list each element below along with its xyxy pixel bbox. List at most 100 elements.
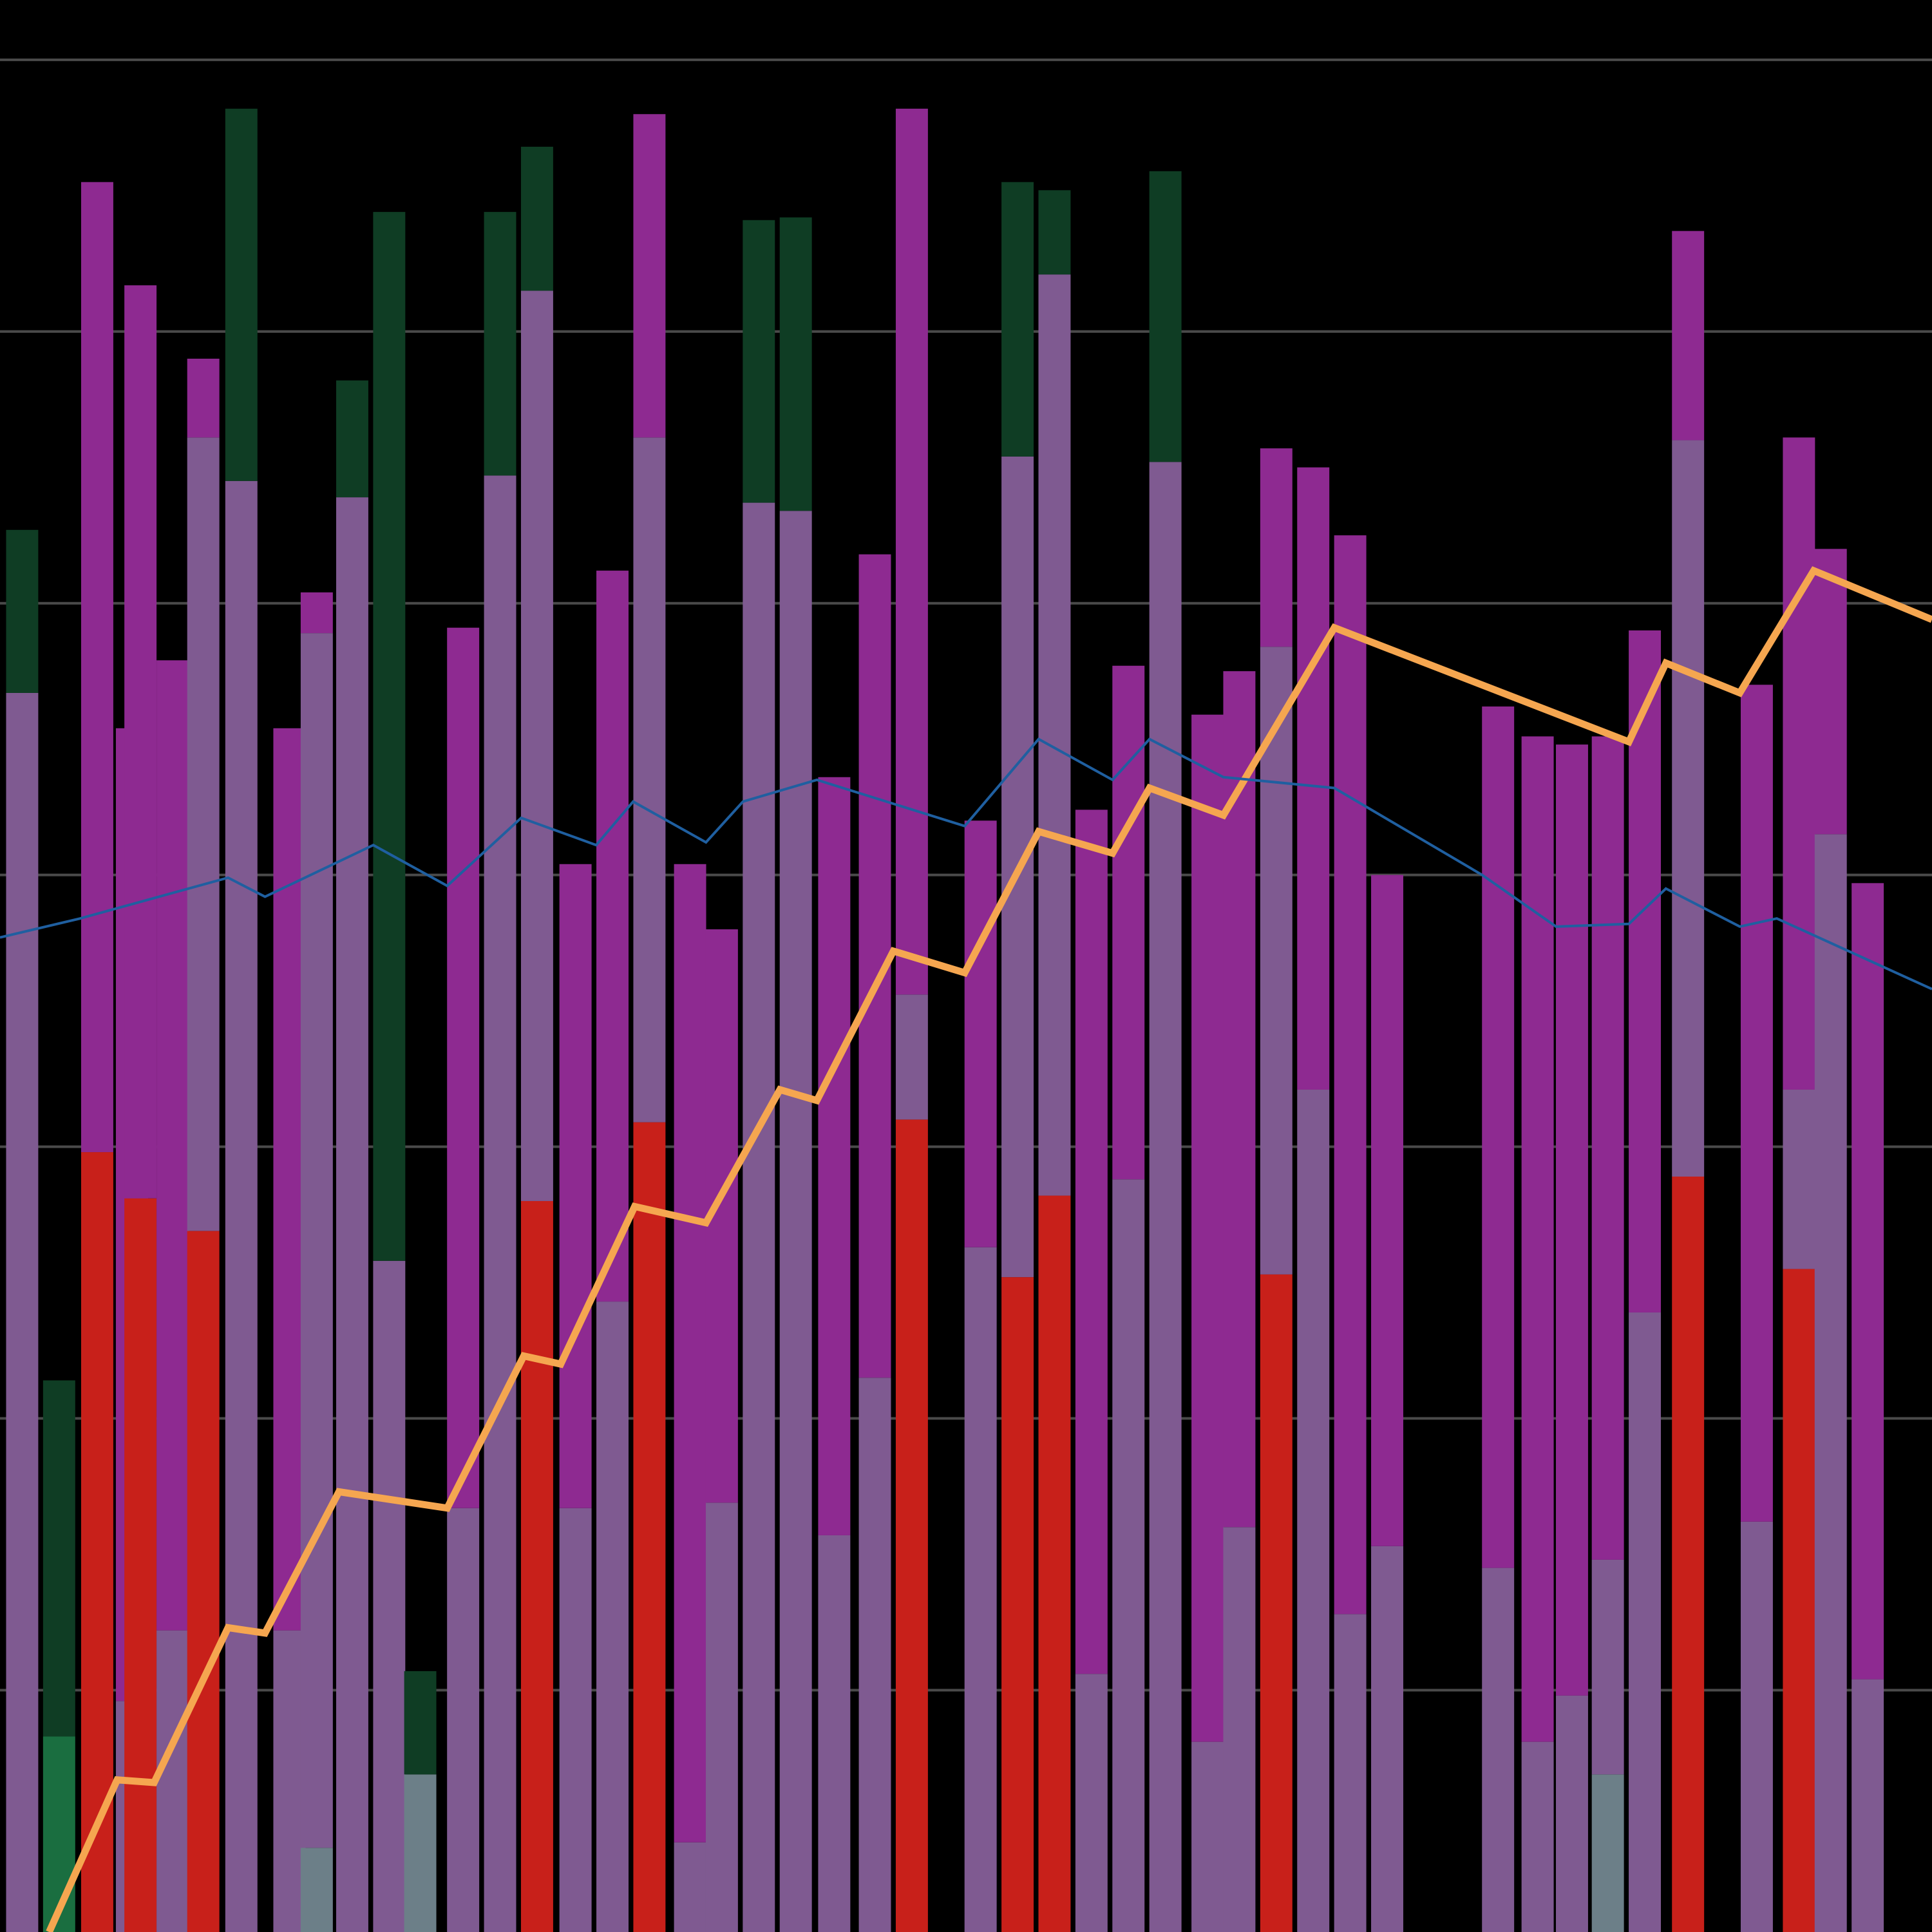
bar-segment-dark-green	[404, 1671, 437, 1775]
bar-segment-mauve	[6, 692, 39, 1932]
bar-segment-dark-green	[484, 212, 516, 476]
bar-segment-green	[43, 1736, 75, 1932]
bar	[373, 212, 406, 1932]
bar-segment-dark-green	[1038, 190, 1071, 275]
bar	[187, 358, 220, 1932]
bar-segment-red	[1001, 1277, 1034, 1932]
bar-segment-magenta	[1112, 665, 1145, 1180]
bar-segment-mauve	[596, 1302, 629, 1932]
bar-segment-mauve	[1371, 1546, 1403, 1932]
bar-segment-magenta	[1814, 549, 1847, 835]
bar-segment-mauve	[1075, 1674, 1108, 1932]
bar-segment-mauve	[520, 290, 553, 1201]
bar-segment-mauve	[1521, 1741, 1554, 1932]
bar	[779, 217, 812, 1932]
bar	[1075, 810, 1108, 1932]
bar	[1038, 190, 1071, 1932]
bar-segment-magenta	[1783, 437, 1815, 1090]
bar-segment-dark-green	[225, 108, 258, 481]
bar-segment-red	[1038, 1195, 1071, 1932]
bar	[858, 554, 891, 1932]
bar	[674, 864, 706, 1932]
bar-segment-dark-green	[779, 217, 812, 511]
bar	[818, 777, 851, 1932]
bar-segment-mauve	[1783, 1089, 1815, 1269]
bar	[520, 146, 553, 1932]
bar-segment-grey	[404, 1774, 437, 1932]
bar	[1297, 467, 1330, 1932]
bar	[273, 728, 306, 1932]
line-series	[0, 566, 1932, 1932]
bar-segment-red	[1672, 1177, 1705, 1932]
bar	[1149, 171, 1182, 1932]
bar	[300, 592, 333, 1932]
bar-segment-magenta	[1672, 231, 1705, 440]
bar	[1001, 182, 1034, 1932]
bar	[43, 1380, 75, 1932]
bar-segment-mauve	[156, 1630, 189, 1932]
bar	[743, 220, 775, 1932]
bar-segment-mauve	[1672, 440, 1705, 1177]
bar-segment-magenta	[1482, 706, 1515, 1568]
bar-segment-red	[633, 1122, 666, 1932]
bar-segment-magenta	[1852, 883, 1884, 1680]
bar	[1591, 736, 1624, 1932]
bar-segment-magenta	[1556, 744, 1588, 1696]
bar-segment-magenta	[633, 114, 666, 438]
bar	[447, 627, 480, 1932]
bar-segment-magenta	[1075, 810, 1108, 1674]
bar-segment-magenta	[674, 864, 706, 1842]
bar-segment-mauve	[705, 1502, 738, 1932]
bar	[1260, 448, 1293, 1932]
bar-segment-mauve	[336, 497, 368, 1932]
bar	[225, 108, 258, 1932]
bar-segment-mauve	[1297, 1089, 1330, 1932]
bar-segment-mauve	[1814, 834, 1847, 1932]
bar-segment-mauve	[1149, 462, 1182, 1932]
bar-segment-mauve	[1852, 1679, 1884, 1932]
bar-segment-dark-green	[520, 146, 553, 291]
bar-segment-magenta	[1223, 671, 1256, 1528]
bar	[1112, 665, 1145, 1932]
bar	[596, 571, 629, 1932]
bar-segment-magenta	[1629, 630, 1662, 1312]
bar-segment-dark-green	[1001, 182, 1034, 457]
bar-segment-mauve	[1740, 1521, 1773, 1932]
bar-segment-mauve	[373, 1260, 406, 1932]
bar-segment-magenta	[596, 571, 629, 1302]
bar-segment-mauve	[484, 475, 516, 1932]
bar	[1334, 535, 1367, 1932]
bar	[1672, 231, 1705, 1932]
bar	[1521, 736, 1554, 1932]
bar-segment-magenta	[156, 660, 189, 1631]
bar-segment-dark-green	[336, 380, 368, 498]
bar-segment-mauve	[1112, 1179, 1145, 1932]
bar	[964, 820, 997, 1932]
bar	[1740, 685, 1773, 1932]
bar-segment-magenta	[559, 864, 592, 1508]
bar-segment-red	[124, 1198, 157, 1932]
bar-segment-magenta	[80, 182, 113, 1153]
bar	[80, 182, 113, 1932]
bar	[1814, 549, 1847, 1932]
bar-segment-mauve	[1260, 647, 1293, 1274]
orange-line	[46, 566, 1932, 1932]
bar-segment-mauve	[895, 994, 928, 1120]
bar-segment-red	[895, 1119, 928, 1932]
bar	[1556, 744, 1588, 1932]
bar	[895, 108, 928, 1932]
bar-segment-dark-green	[1149, 171, 1182, 462]
bar-segment-magenta	[124, 285, 157, 1198]
bar-segment-magenta	[1591, 736, 1624, 1560]
bar-segment-mauve	[1556, 1695, 1588, 1932]
bar-segment-magenta	[187, 358, 220, 438]
bar-segment-magenta	[1260, 448, 1293, 647]
bar-segment-magenta	[273, 728, 306, 1631]
bar-segment-magenta	[1297, 467, 1330, 1090]
bar	[1482, 706, 1515, 1932]
bar-segment-mauve	[1191, 1741, 1224, 1932]
bar	[404, 1671, 437, 1932]
bar-segment-mauve	[858, 1378, 891, 1932]
bar-segment-magenta	[818, 777, 851, 1535]
bar-segment-red	[187, 1231, 220, 1932]
